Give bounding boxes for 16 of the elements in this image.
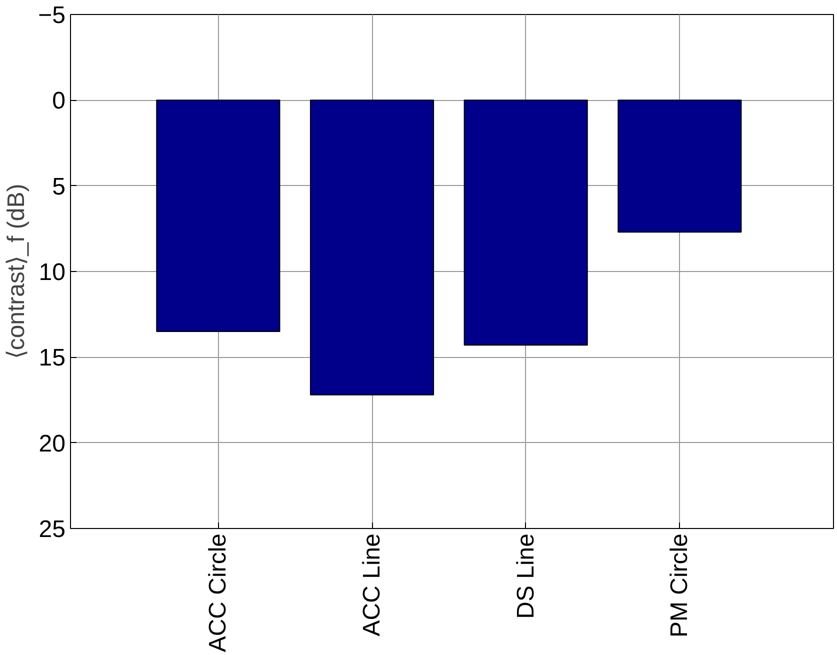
- y-tick-label: −5: [38, 2, 66, 29]
- y-tick-label: 15: [38, 344, 66, 372]
- y-tick-label: 0: [52, 88, 66, 115]
- bar: [156, 100, 280, 332]
- y-tick-label: 20: [38, 430, 66, 458]
- bar: [464, 100, 588, 346]
- y-tick-label: 5: [52, 173, 66, 200]
- x-tick-label: ACC Circle: [204, 533, 232, 652]
- y-tick-label: 25: [38, 516, 66, 543]
- y-tick-label: 10: [38, 259, 66, 286]
- x-tick-label: ACC Line: [358, 533, 386, 636]
- x-tick-label: DS Line: [512, 533, 540, 619]
- y-axis-title: ⟨contrast⟩_f (dB): [3, 184, 30, 360]
- x-tick-label: PM Circle: [666, 533, 694, 638]
- bar: [310, 100, 434, 396]
- bar: [618, 100, 742, 233]
